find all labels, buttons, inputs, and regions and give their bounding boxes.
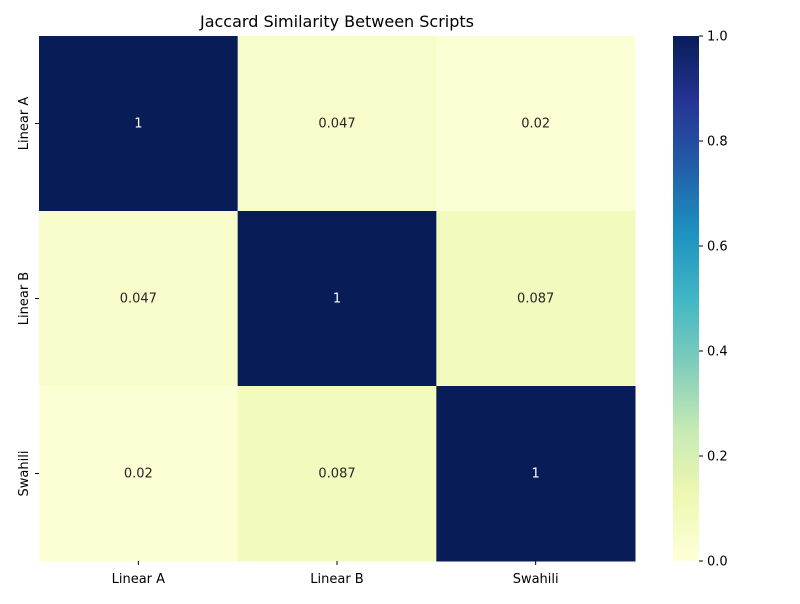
heatmap-cell <box>237 386 437 562</box>
cell-value-label: 0.087 <box>318 467 355 482</box>
chart-title: Jaccard Similarity Between Scripts <box>199 12 474 31</box>
heatmap-cell <box>237 211 437 387</box>
colorbar-tick-label: 0.0 <box>707 555 728 570</box>
heatmap-cell <box>237 36 437 212</box>
x-tick-label: Linear B <box>310 572 363 587</box>
heatmap-cell <box>436 211 636 387</box>
cell-value-label: 1 <box>134 117 142 132</box>
colorbar-tick-label: 0.8 <box>707 135 728 150</box>
colorbar-tick-label: 0.6 <box>707 240 728 255</box>
y-tick-label: Swahili <box>17 451 32 497</box>
cell-value-label: 0.02 <box>124 467 153 482</box>
cell-value-label: 0.047 <box>120 292 157 307</box>
heatmap-cell <box>436 386 636 562</box>
heatmap-cell-labels: 1 0.047 0.02 0.047 1 0.087 0.02 0.087 1 <box>120 117 555 482</box>
colorbar-tick-label: 1.0 <box>707 30 728 45</box>
x-tick-label: Linear A <box>112 572 166 587</box>
colorbar: 0.0 0.2 0.4 0.6 0.8 1.0 <box>673 30 728 570</box>
heatmap-cell <box>39 386 239 562</box>
heatmap-cell <box>436 36 636 212</box>
heatmap-cells <box>39 36 636 562</box>
colorbar-ticks: 0.0 0.2 0.4 0.6 0.8 1.0 <box>699 30 728 570</box>
colorbar-gradient <box>673 36 699 561</box>
cell-value-label: 0.087 <box>517 292 554 307</box>
x-tick-label: Swahili <box>513 572 559 587</box>
y-tick-label: Linear B <box>17 272 32 325</box>
heatmap-cell <box>39 36 239 212</box>
colorbar-tick-label: 0.2 <box>707 450 728 465</box>
y-axis: Linear A Linear B Swahili <box>17 97 39 497</box>
cell-value-label: 0.02 <box>521 117 550 132</box>
colorbar-tick-label: 0.4 <box>707 345 728 360</box>
cell-value-label: 1 <box>333 292 341 307</box>
cell-value-label: 0.047 <box>318 117 355 132</box>
heatmap-cell <box>39 211 239 387</box>
y-tick-label: Linear A <box>17 97 32 151</box>
cell-value-label: 1 <box>532 467 540 482</box>
x-axis: Linear A Linear B Swahili <box>112 561 559 587</box>
